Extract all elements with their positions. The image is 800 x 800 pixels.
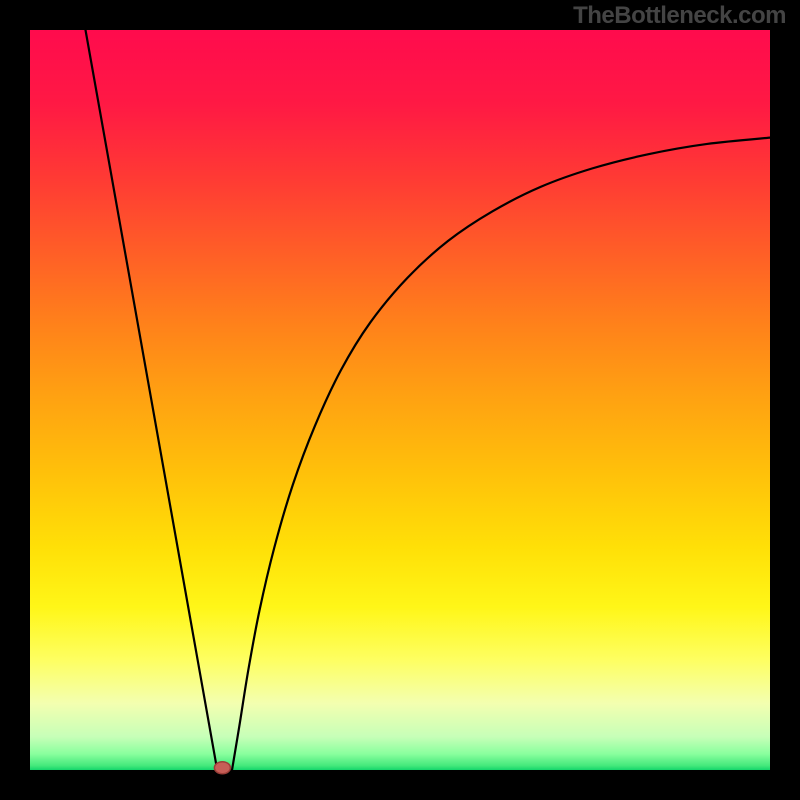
gradient-background xyxy=(30,30,770,770)
minimum-marker xyxy=(214,762,230,774)
watermark-text: TheBottleneck.com xyxy=(573,2,786,30)
bottleneck-chart xyxy=(0,0,800,800)
